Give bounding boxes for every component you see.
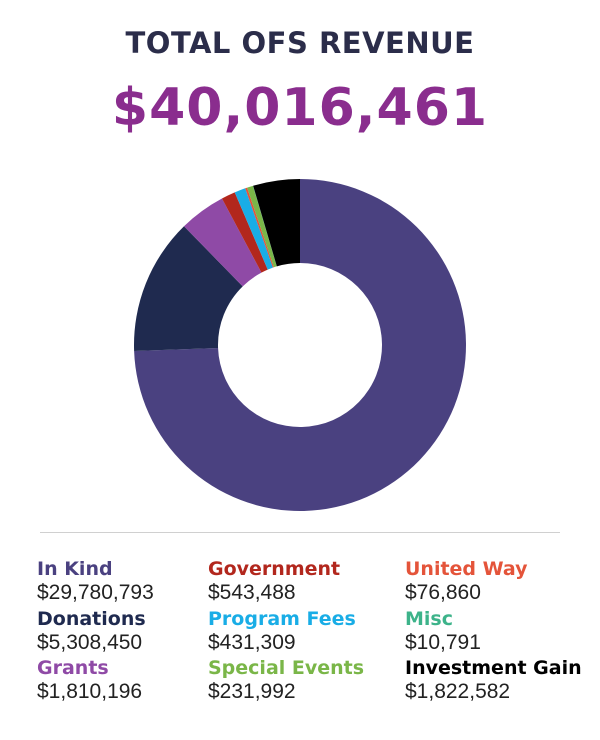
legend-label: Special Events [208,657,365,679]
slice-program-fees [234,188,273,270]
legend-label: In Kind [37,558,113,580]
legend-item-investment-gain: Investment Gain $1,822,582 [405,657,595,704]
slice-government [221,192,268,273]
legend-item-special-events: Special Events $231,992 [208,657,398,704]
legend-value: $5,308,450 [37,631,143,654]
slice-special-events [247,185,277,268]
legend-value: $29,780,793 [37,581,154,604]
legend-label: Program Fees [208,608,356,630]
slice-misc [252,185,277,267]
legend-value: $76,860 [405,581,481,604]
legend-value: $431,309 [208,631,296,654]
legend-label: United Way [405,558,528,580]
slice-in-kind [134,179,467,511]
legend-item-grants: Grants $1,810,196 [37,657,227,704]
legend-value: $231,992 [208,680,296,703]
legend-label: Investment Gain [405,657,582,679]
legend-item-donations: Donations $5,308,450 [37,608,227,655]
slice-grants [184,198,262,287]
legend-label: Grants [37,657,109,679]
legend-value: $1,822,582 [405,680,511,703]
legend-divider [40,532,560,533]
legend-label: Donations [37,608,146,630]
total-revenue: $40,016,461 [111,78,489,138]
legend-label: Misc [405,608,453,630]
slice-donations [134,226,243,352]
legend-item-government: Government $543,488 [208,558,398,605]
legend-item-united-way: United Way $76,860 [405,558,595,605]
legend-item-program-fees: Program Fees $431,309 [208,608,398,655]
legend-value: $543,488 [208,581,296,604]
slice-united-way [245,187,274,268]
legend-label: Government [208,558,341,580]
chart-title: TOTAL OFS REVENUE [125,26,475,60]
slice-investment-gain [253,179,300,267]
legend-item-misc: Misc $10,791 [405,608,595,655]
legend-value: $10,791 [405,631,481,654]
legend-value: $1,810,196 [37,680,143,703]
donut-chart [134,179,467,511]
legend-item-in-kind: In Kind $29,780,793 [37,558,227,605]
